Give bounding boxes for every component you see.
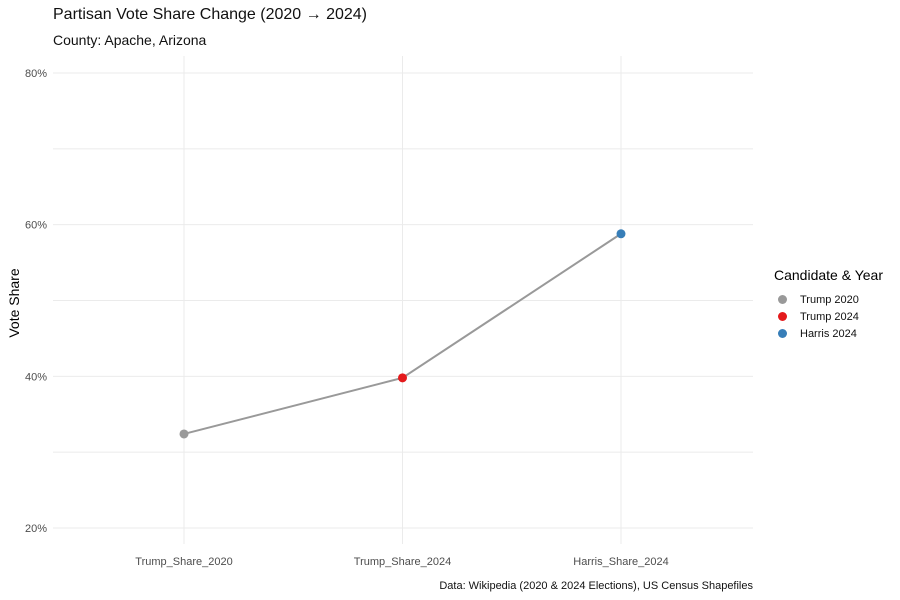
- x-tick-label: Trump_Share_2020: [135, 556, 232, 568]
- y-tick-label: 80%: [25, 68, 47, 80]
- legend-item-trump-2020: Trump 2020: [774, 291, 883, 308]
- legend-item-harris-2024: Harris 2024: [774, 325, 883, 342]
- legend-dot-harris-2024: [778, 329, 787, 338]
- legend-label-trump-2020: Trump 2020: [800, 293, 859, 306]
- legend-item-trump-2024: Trump 2024: [774, 308, 883, 325]
- legend-dot-trump-2020: [778, 295, 787, 304]
- data-point-trump-2024: [398, 373, 407, 383]
- legend-label-trump-2024: Trump 2024: [800, 310, 859, 323]
- y-tick-label: 40%: [25, 371, 47, 383]
- x-tick-label: Harris_Share_2024: [573, 556, 668, 568]
- legend-dot-trump-2024: [778, 312, 787, 321]
- y-axis-title: Vote Share: [6, 268, 22, 337]
- chart-subtitle: County: Apache, Arizona: [53, 32, 207, 48]
- legend-label-harris-2024: Harris 2024: [800, 327, 857, 340]
- data-point-harris-2024: [616, 229, 626, 239]
- data-point-trump-2020: [179, 429, 189, 439]
- x-tick-label: Trump_Share_2024: [354, 556, 451, 568]
- chart-caption: Data: Wikipedia (2020 & 2024 Elections),…: [439, 580, 753, 592]
- chart-title: Partisan Vote Share Change (2020 → 2024): [53, 6, 367, 23]
- legend: Candidate & Year Trump 2020 Trump 2024 H…: [774, 267, 883, 342]
- legend-title: Candidate & Year: [774, 267, 883, 283]
- y-tick-label: 20%: [25, 523, 47, 535]
- y-tick-label: 60%: [25, 220, 47, 232]
